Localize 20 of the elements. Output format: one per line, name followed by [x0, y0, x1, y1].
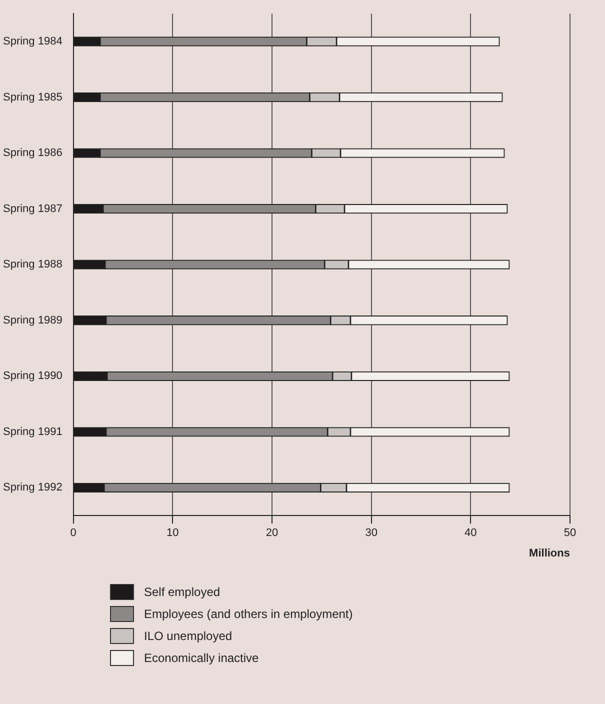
- y-tick-label: Spring 1987: [2, 202, 62, 215]
- x-tick-label: 20: [266, 527, 278, 540]
- legend-label: Self employed: [144, 585, 220, 599]
- legend-label: Employees (and others in employment): [144, 607, 353, 621]
- y-tick-label: Spring 1991: [2, 426, 62, 438]
- y-tick-label: Spring 1992: [2, 482, 62, 494]
- x-axis-title: Millions: [529, 547, 570, 560]
- y-tick-label: Spring 1986: [2, 147, 62, 160]
- x-tick-label: 30: [365, 527, 378, 540]
- y-tick-label: Spring 1985: [2, 91, 62, 104]
- legend-label: Economically inactive: [144, 651, 259, 665]
- y-tick-label: Spring 1989: [2, 314, 62, 326]
- x-tick-label: 50: [564, 527, 576, 540]
- y-tick-label: Spring 1988: [2, 258, 62, 271]
- legend-label: ILO unemployed: [144, 629, 232, 643]
- x-tick-label: 10: [166, 527, 179, 540]
- y-tick-label: Spring 1984: [2, 36, 62, 48]
- x-tick-label: 0: [70, 527, 76, 540]
- x-tick-label: 40: [464, 527, 477, 540]
- y-tick-label: Spring 1990: [2, 370, 62, 382]
